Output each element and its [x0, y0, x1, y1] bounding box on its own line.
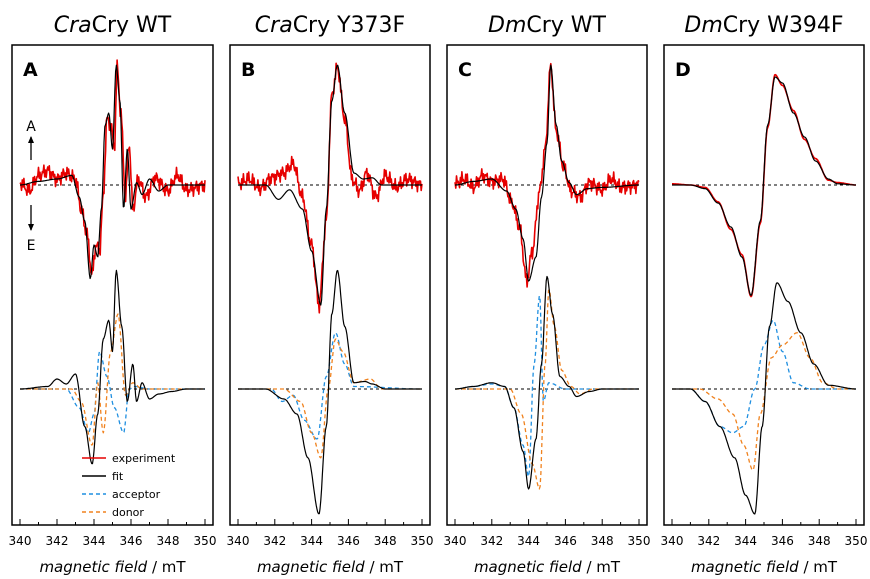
x-tick-label: 346: [120, 534, 143, 548]
panel-title-italic: Cra: [255, 13, 293, 38]
x-tick-label: 342: [697, 534, 720, 548]
x-tick-label: 344: [734, 534, 757, 548]
fit-line-top: [20, 64, 205, 280]
legend-label: donor: [112, 506, 144, 519]
x-axis-label: magnetic field / mT: [474, 558, 621, 575]
x-tick-label: 340: [661, 534, 684, 548]
panel-title: DmCry W394F: [684, 13, 843, 38]
x-tick-label: 350: [411, 534, 434, 548]
panel-title: CraCry Y373F: [255, 13, 405, 38]
acceptor-line: [455, 295, 639, 478]
arrow-label-up: A: [26, 119, 36, 135]
x-axis-label-rest: / mT: [365, 558, 404, 575]
x-tick-label: 340: [444, 534, 467, 548]
x-tick-label: 350: [845, 534, 868, 548]
fit-line-top: [672, 76, 856, 296]
legend-label: experiment: [112, 452, 176, 465]
experiment-line: [454, 62, 640, 288]
arrow-label-down: E: [27, 238, 36, 254]
panel-a: CraCry WT A 340 342 344 346 348 350 magnetic fie…: [9, 13, 217, 576]
panel-letter: B: [241, 59, 255, 81]
x-tick-label: 350: [194, 534, 217, 548]
panel-letter: A: [23, 59, 38, 81]
x-tick-label: 344: [83, 534, 106, 548]
panel-letter: D: [675, 59, 691, 81]
fit-line-bottom: [238, 269, 422, 515]
x-axis-label-italic: magnetic field: [257, 558, 365, 575]
fit-line-bottom: [20, 269, 205, 465]
legend-label: fit: [112, 470, 124, 483]
donor-line: [20, 313, 205, 446]
fit-line-top: [238, 64, 422, 306]
experiment-line: [672, 73, 856, 298]
x-tick-label: 348: [808, 534, 831, 548]
donor-line: [455, 289, 639, 490]
x-axis-label-italic: magnetic field: [39, 558, 147, 575]
acceptor-line: [20, 350, 205, 434]
x-tick-label: 346: [771, 534, 794, 548]
panel-d: DmCry W394F D 340 342 344 346 348 350 magnetic f…: [661, 13, 868, 576]
panel-title-rest: Cry WT: [526, 13, 606, 38]
x-axis-label-rest: / mT: [799, 558, 838, 575]
panel-title-rest: Cry Y373F: [293, 13, 406, 38]
experiment-line: [19, 59, 206, 275]
panel-title-rest: Cry WT: [92, 13, 172, 38]
x-tick-label: 348: [374, 534, 397, 548]
panel-title: DmCry WT: [488, 13, 607, 38]
panel-title-italic: Dm: [488, 13, 526, 38]
panel-title-italic: Dm: [684, 13, 722, 38]
panel-title: CraCry WT: [54, 13, 172, 38]
panel-c: DmCry WT C 340 342 344 346 348 350 magnetic fiel…: [444, 13, 651, 576]
x-axis-label-italic: magnetic field: [474, 558, 582, 575]
fit-line-bottom: [455, 275, 639, 490]
x-axis-label: magnetic field / mT: [257, 558, 404, 575]
x-tick-label: 342: [263, 534, 286, 548]
x-tick-label: 342: [480, 534, 503, 548]
panel-letter: C: [458, 59, 472, 81]
panel-title-rest: Cry W394F: [723, 13, 844, 38]
plot-frame: [663, 44, 865, 526]
fit-line-bottom: [672, 282, 856, 515]
x-tick-label: 344: [300, 534, 323, 548]
arrow-up-head: [28, 136, 34, 143]
x-axis-label-rest: / mT: [147, 558, 186, 575]
x-tick-label: 344: [517, 534, 540, 548]
x-axis-label-rest: / mT: [582, 558, 621, 575]
x-tick-label: 346: [337, 534, 360, 548]
x-tick-label: 346: [554, 534, 577, 548]
x-tick-label: 340: [9, 534, 32, 548]
x-tick-label: 348: [157, 534, 180, 548]
panel-title-italic: Cra: [54, 13, 92, 38]
legend-label: acceptor: [112, 488, 161, 501]
x-axis-label-italic: magnetic field: [691, 558, 799, 575]
arrow-down-head: [28, 224, 34, 231]
experiment-line: [237, 62, 423, 314]
fit-line-top: [455, 64, 639, 282]
x-tick-label: 342: [46, 534, 69, 548]
x-tick-label: 348: [591, 534, 614, 548]
legend: experiment fit acceptor donor: [82, 452, 176, 519]
x-axis-label: magnetic field / mT: [39, 558, 186, 575]
x-axis-label: magnetic field / mT: [691, 558, 838, 575]
x-tick-label: 350: [628, 534, 651, 548]
x-tick-label: 340: [227, 534, 250, 548]
